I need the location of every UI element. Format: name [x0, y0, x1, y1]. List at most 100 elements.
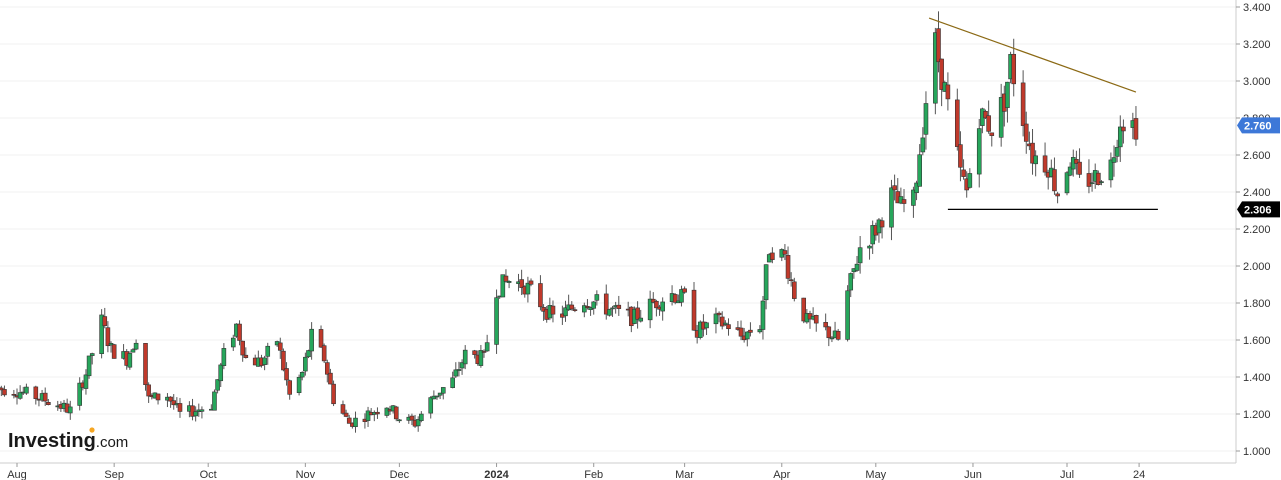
candle — [171, 394, 177, 410]
candle — [240, 340, 245, 362]
candle — [760, 296, 766, 340]
candle-body-up — [212, 391, 217, 411]
candle — [788, 272, 794, 287]
candle-body-up — [218, 364, 224, 382]
x-tick-label: Nov — [296, 469, 316, 480]
candle — [506, 280, 512, 289]
candle-body-down — [328, 372, 333, 385]
price-badge-label: 2.306 — [1244, 204, 1272, 216]
candle — [848, 272, 854, 298]
candle-body-up — [763, 264, 769, 301]
candle-body-up — [760, 300, 766, 330]
candle — [1108, 152, 1114, 188]
candle — [1114, 139, 1120, 163]
x-axis-ticks: Aug Sep Oct Nov Dec 2024 Feb Mar Apr May Jun Jul 24 — [7, 463, 1145, 480]
candle-body-down — [538, 283, 543, 308]
candle-body-up — [17, 392, 23, 399]
candle — [2, 385, 7, 397]
candle-body-down — [572, 309, 578, 311]
candle — [591, 301, 597, 315]
candle-body-up — [428, 397, 434, 414]
candle-body-down — [939, 58, 944, 90]
candle — [654, 299, 659, 317]
candle-body-up — [434, 395, 440, 398]
price-badge: 2.760 — [1237, 117, 1280, 134]
candle — [0, 385, 4, 397]
candle — [409, 413, 415, 426]
candle — [453, 362, 459, 379]
candle-body-up — [415, 419, 421, 427]
candle-body-up — [500, 274, 506, 298]
candle-body-down — [958, 144, 963, 168]
candle-body-down — [1055, 193, 1060, 197]
candle-body-up — [99, 314, 104, 355]
candle — [431, 390, 437, 400]
candle-body-down — [155, 393, 161, 401]
candle-body-down — [343, 412, 349, 417]
candle — [845, 285, 850, 342]
candle — [67, 400, 73, 420]
candle-body-down — [481, 351, 487, 353]
candle-body-up — [1108, 159, 1114, 181]
candle-body-up — [867, 245, 872, 249]
candle — [46, 398, 51, 406]
candle — [867, 244, 872, 260]
candle-body-up — [647, 298, 653, 321]
candle — [309, 322, 314, 360]
x-tick-label: 2024 — [484, 469, 509, 480]
candle — [1052, 157, 1057, 195]
candle — [723, 320, 728, 327]
candle — [638, 309, 644, 323]
price-badges: 2.760 2.306 — [1237, 117, 1280, 218]
candle-body-up — [484, 342, 490, 352]
candle — [155, 393, 161, 405]
y-tick-label: 3.400 — [1243, 2, 1271, 14]
candle — [105, 321, 111, 353]
candle-body-down — [409, 415, 415, 421]
candle — [215, 379, 220, 394]
candle-body-up — [889, 187, 894, 228]
candle-body-down — [616, 304, 622, 309]
candle-body-down — [519, 279, 524, 288]
candle — [939, 58, 944, 107]
candle — [243, 347, 249, 359]
candle-body-up — [582, 305, 587, 313]
candle — [1023, 111, 1029, 154]
candle — [519, 269, 524, 296]
candle — [550, 300, 556, 323]
candle — [190, 398, 195, 421]
candle-body-down — [835, 330, 841, 340]
candle — [986, 100, 991, 134]
candle-body-up — [431, 395, 437, 400]
x-tick-label: Sep — [104, 469, 124, 480]
candle — [277, 337, 283, 359]
candle-body-down — [177, 403, 183, 412]
candle — [484, 334, 490, 352]
candle-body-down — [2, 389, 7, 396]
candle-body-down — [1023, 123, 1029, 142]
candle — [998, 83, 1004, 147]
candle — [603, 284, 609, 320]
candle-body-up — [456, 369, 462, 371]
candle — [572, 307, 578, 313]
candle-body-up — [89, 353, 95, 356]
candle-body-up — [384, 407, 390, 416]
candle-body-up — [1033, 155, 1038, 165]
candle-body-down — [726, 324, 731, 330]
candle — [1133, 106, 1139, 146]
candle — [428, 396, 434, 419]
candle — [102, 307, 108, 329]
candle — [1099, 180, 1104, 186]
candle — [11, 389, 17, 399]
candle — [434, 395, 440, 400]
candle — [528, 278, 534, 287]
candle-body-up — [478, 350, 484, 366]
candle-body-down — [111, 344, 117, 359]
candle-body-up — [365, 410, 371, 421]
candle-body-up — [525, 282, 531, 295]
candle-body-down — [393, 406, 399, 420]
candle — [212, 389, 217, 411]
candle-body-up — [306, 350, 311, 358]
y-tick-label: 2.000 — [1243, 261, 1271, 273]
